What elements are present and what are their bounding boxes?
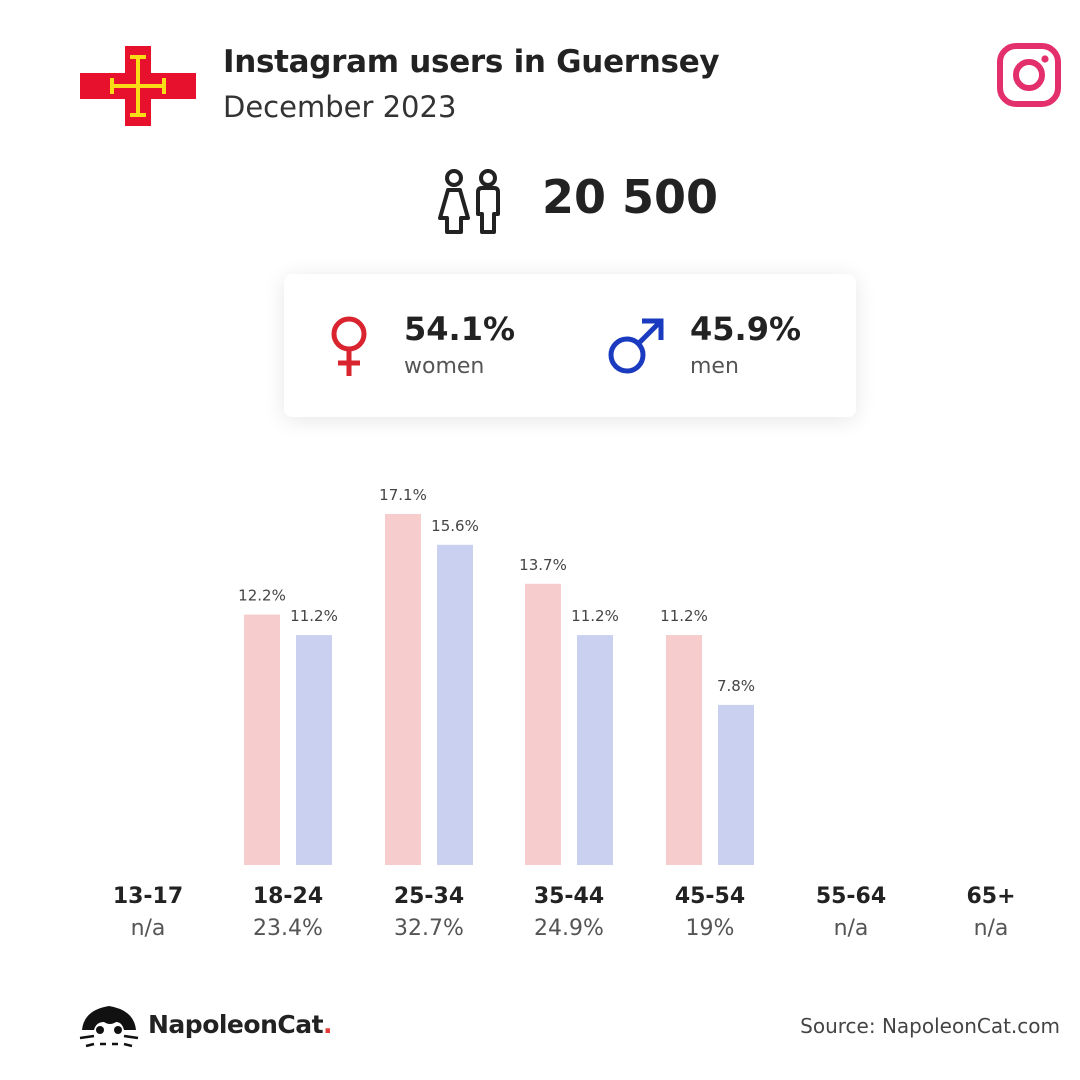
users-icon: [438, 169, 500, 234]
men-label: men: [690, 354, 739, 379]
age-label-65-plus: 65+: [966, 884, 1016, 909]
bar-women-35-44: [525, 583, 561, 865]
age-share-35-44: 24.9%: [534, 916, 604, 941]
bar-women-45-54: [666, 635, 702, 865]
age-label-45-54: 45-54: [674, 884, 746, 909]
bar-men-35-44: [577, 635, 613, 865]
bar-men-18-24: [296, 635, 332, 865]
instagram-icon: [997, 43, 1061, 107]
age-label-18-24: 18-24: [252, 884, 324, 909]
female-icon: [331, 316, 367, 376]
page-title: Instagram users in Guernsey: [223, 44, 720, 80]
bar-label-women-45-54: 11.2%: [660, 607, 708, 625]
brand-logo-text: NapoleonCat.: [148, 1010, 333, 1039]
women-label: women: [404, 354, 485, 379]
bar-label-women-35-44: 13.7%: [519, 556, 567, 574]
age-share-65-plus: n/a: [973, 916, 1009, 941]
women-percent: 54.1%: [404, 310, 516, 348]
bar-men-45-54: [718, 704, 754, 865]
age-label-35-44: 35-44: [533, 884, 605, 909]
men-percent: 45.9%: [690, 310, 802, 348]
bar-women-18-24: [244, 614, 280, 865]
bar-label-men-45-54: 7.8%: [717, 677, 755, 695]
total-users: 20 500: [542, 170, 719, 224]
bar-label-men-18-24: 11.2%: [290, 607, 338, 625]
bar-men-25-34: [437, 544, 473, 865]
age-label-13-17: 13-17: [112, 884, 184, 909]
napoleoncat-logo-icon: [79, 1006, 139, 1048]
bar-label-men-35-44: 11.2%: [571, 607, 619, 625]
age-label-55-64: 55-64: [815, 884, 887, 909]
age-share-55-64: n/a: [833, 916, 869, 941]
bar-label-women-25-34: 17.1%: [379, 486, 427, 504]
age-gender-bar-chart: 12.2%11.2%17.1%15.6%13.7%11.2% 11.2%7.8%: [238, 486, 755, 865]
age-share-25-34: 32.7%: [394, 916, 464, 941]
male-icon: [608, 318, 664, 374]
page-subtitle: December 2023: [223, 90, 457, 124]
bar-label-men-25-34: 15.6%: [431, 517, 479, 535]
age-share-18-24: 23.4%: [253, 916, 323, 941]
source-note: Source: NapoleonCat.com: [800, 1014, 1060, 1038]
gender-card: [284, 274, 856, 417]
guernsey-flag-icon: [80, 46, 196, 126]
age-label-25-34: 25-34: [393, 884, 465, 909]
age-share-13-17: n/a: [130, 916, 166, 941]
bar-women-25-34: [385, 514, 421, 865]
bar-label-women-18-24: 12.2%: [238, 587, 286, 605]
age-share-45-54: 19%: [685, 916, 735, 941]
